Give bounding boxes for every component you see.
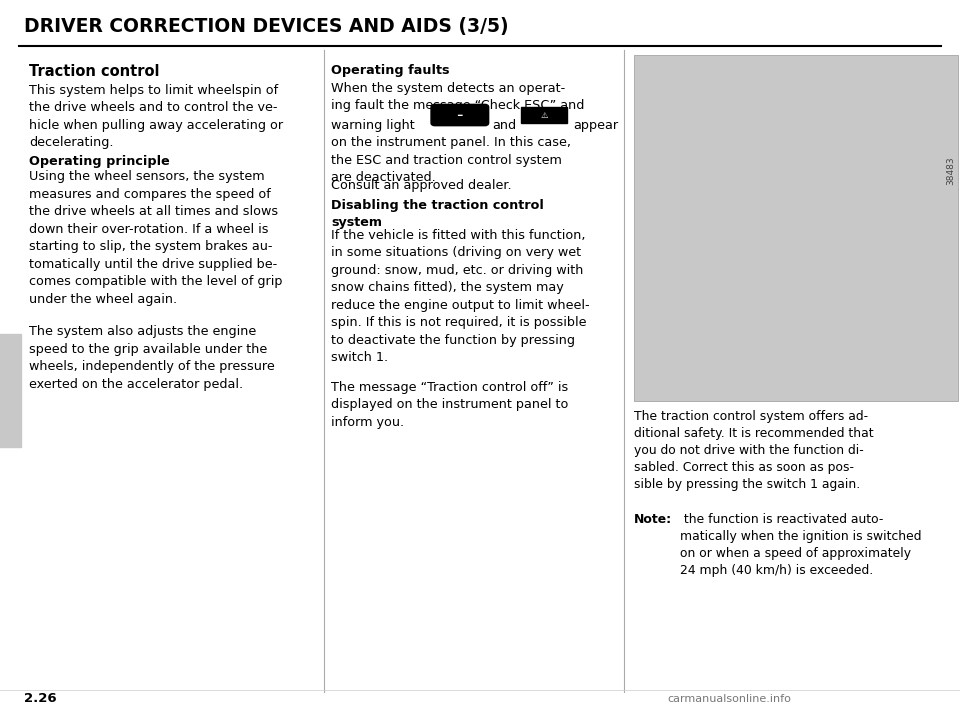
Text: Consult an approved dealer.: Consult an approved dealer. bbox=[331, 179, 512, 192]
Text: The message “Traction control off” is
displayed on the instrument panel to
infor: The message “Traction control off” is di… bbox=[331, 381, 568, 429]
Bar bbox=[634, 55, 958, 401]
Text: Operating principle: Operating principle bbox=[29, 155, 170, 168]
Text: and: and bbox=[492, 119, 516, 132]
Text: When the system detects an operat-
ing fault the message “Check ESC” and: When the system detects an operat- ing f… bbox=[331, 82, 585, 112]
Text: appear: appear bbox=[573, 119, 618, 132]
Text: If the vehicle is fitted with this function,
in some situations (driving on very: If the vehicle is fitted with this funct… bbox=[331, 229, 589, 364]
Text: The traction control system offers ad-
ditional safety. It is recommended that
y: The traction control system offers ad- d… bbox=[634, 410, 874, 491]
Text: 38483: 38483 bbox=[947, 156, 955, 185]
Text: Using the wheel sensors, the system
measures and compares the speed of
the drive: Using the wheel sensors, the system meas… bbox=[29, 170, 282, 306]
Text: on the instrument panel. In this case,
the ESC and traction control system
are d: on the instrument panel. In this case, t… bbox=[331, 136, 571, 185]
Text: ━: ━ bbox=[458, 111, 462, 119]
Bar bbox=[0, 334, 21, 447]
Text: Disabling the traction control
system: Disabling the traction control system bbox=[331, 199, 544, 229]
Text: The system also adjusts the engine
speed to the grip available under the
wheels,: The system also adjusts the engine speed… bbox=[29, 325, 275, 390]
Text: carmanualsonline.info: carmanualsonline.info bbox=[667, 694, 792, 704]
Text: ⚠: ⚠ bbox=[540, 111, 548, 119]
Text: 2.26: 2.26 bbox=[24, 692, 57, 705]
Text: DRIVER CORRECTION DEVICES AND AIDS (3/5): DRIVER CORRECTION DEVICES AND AIDS (3/5) bbox=[24, 18, 509, 36]
Text: the function is reactivated auto-
matically when the ignition is switched
on or : the function is reactivated auto- matica… bbox=[680, 513, 922, 577]
Text: Traction control: Traction control bbox=[29, 64, 159, 79]
Text: Operating faults: Operating faults bbox=[331, 64, 449, 77]
Text: warning light: warning light bbox=[331, 119, 415, 132]
Bar bbox=[521, 107, 567, 123]
FancyBboxPatch shape bbox=[431, 104, 489, 126]
Text: Note:: Note: bbox=[634, 513, 672, 525]
Text: This system helps to limit wheelspin of
the drive wheels and to control the ve-
: This system helps to limit wheelspin of … bbox=[29, 84, 283, 149]
